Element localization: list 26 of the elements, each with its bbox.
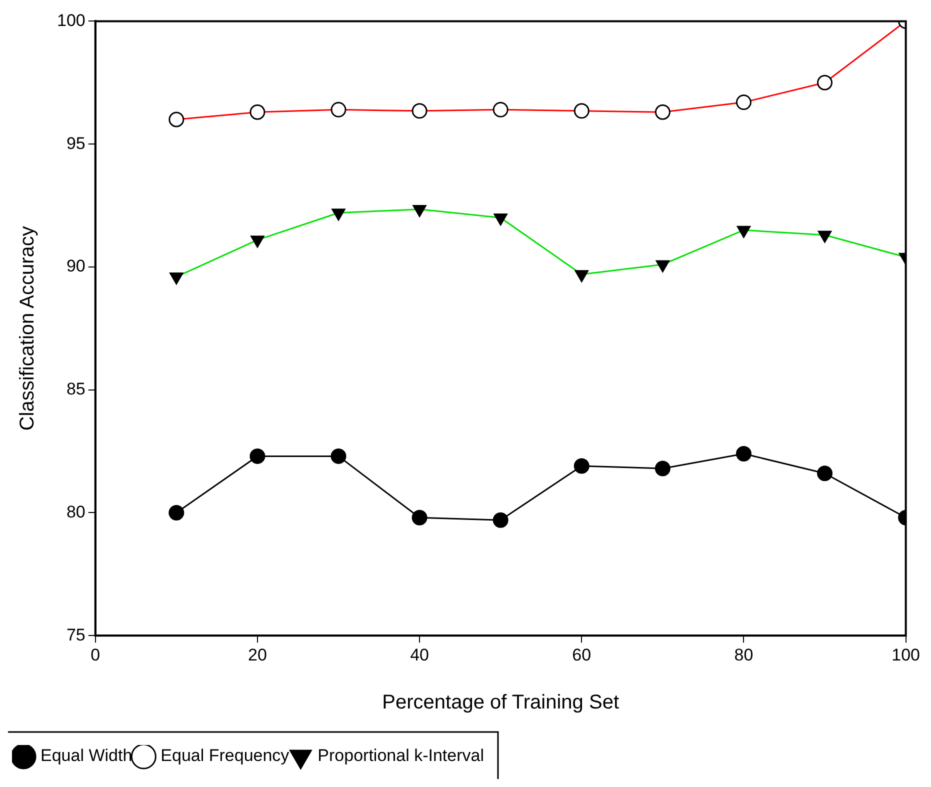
y-tick-label: 100 (56, 10, 86, 30)
point (492, 512, 508, 528)
y-tick-label: 95 (66, 134, 86, 153)
x-tick-label: 100 (892, 645, 920, 664)
y-tick-label: 75 (66, 625, 86, 644)
point (330, 448, 346, 464)
x-axis-title: Percentage of Training Set (382, 692, 620, 714)
y-tick-label: 85 (66, 380, 86, 399)
x-tick-label: 80 (734, 645, 754, 664)
y-tick-label: 80 (66, 502, 86, 522)
legend-label: Equal Frequency (160, 746, 290, 766)
point (654, 460, 670, 476)
legend-label: Proportional k-Interval (318, 746, 484, 766)
point (736, 446, 752, 462)
point (574, 458, 590, 474)
x-tick-label: 20 (248, 645, 267, 664)
y-tick-label: 90 (66, 256, 86, 276)
x-tick-label: 40 (410, 645, 430, 664)
point (250, 448, 266, 464)
legend-label: Equal Width (40, 746, 132, 766)
y-axis-title: Classification Accuracy (16, 226, 39, 431)
x-tick-label: 0 (90, 645, 100, 664)
point (817, 466, 833, 482)
point (412, 510, 428, 526)
point (168, 504, 184, 520)
x-tick-label: 60 (572, 645, 592, 664)
